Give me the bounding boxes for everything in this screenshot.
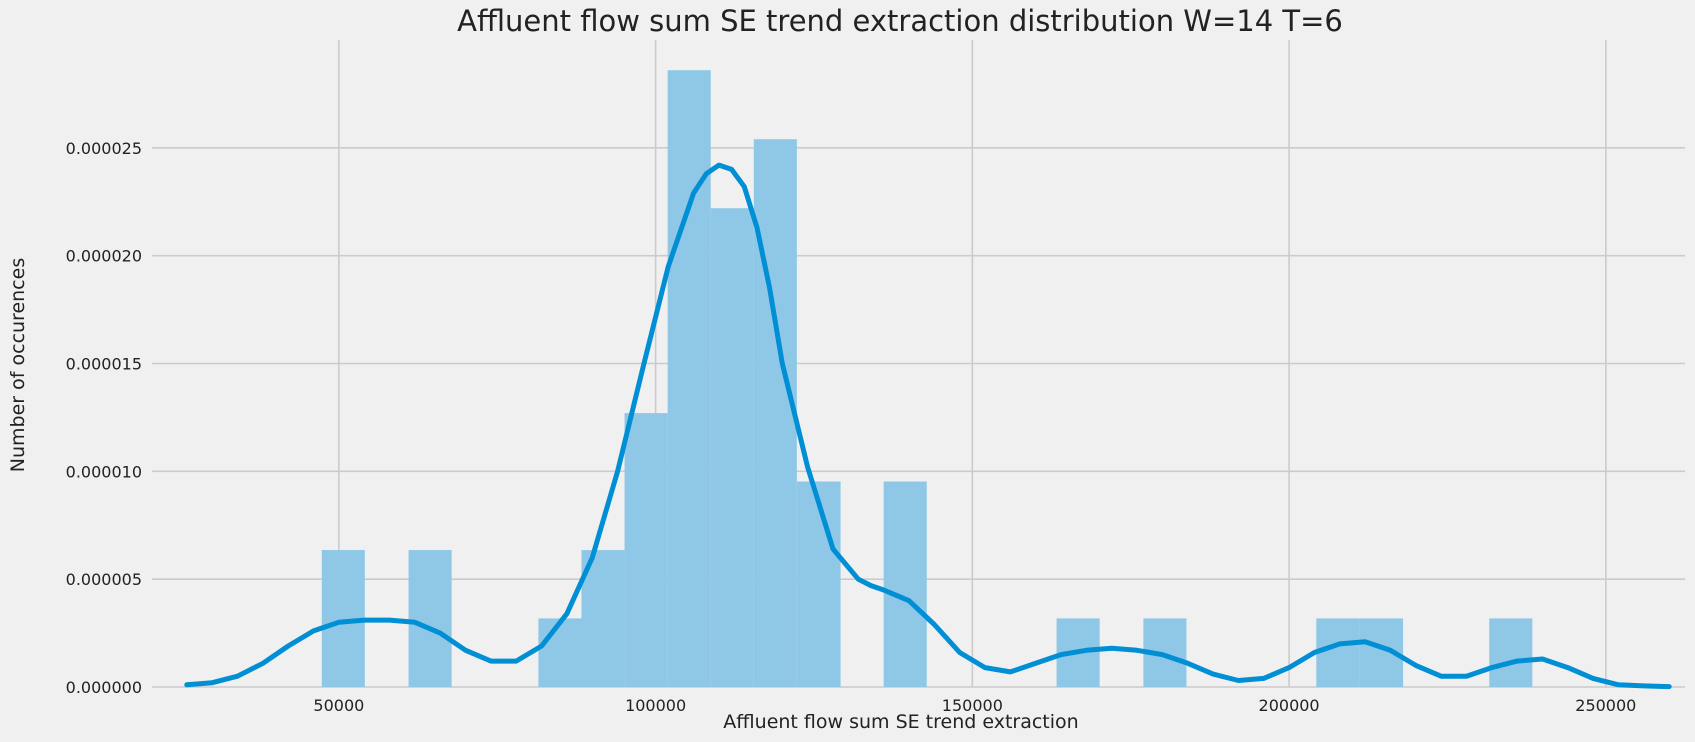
y-axis-label: Number of occurences — [7, 258, 29, 472]
chart-title: Affluent flow sum SE trend extraction di… — [457, 4, 1343, 38]
y-tick-label: 0.000015 — [66, 355, 142, 374]
histogram-bar — [624, 413, 668, 687]
x-tick-label: 50000 — [313, 696, 364, 715]
histogram-bar — [667, 70, 711, 687]
y-tick-label: 0.000005 — [66, 570, 142, 589]
x-axis-label: Affluent flow sum SE trend extraction — [723, 711, 1078, 733]
histogram-bar — [883, 481, 927, 687]
histogram-bar — [796, 481, 841, 687]
x-axis-ticks: 50000 100000 150000 200000 250000 — [313, 696, 1636, 715]
histogram-bar — [753, 139, 797, 687]
x-tick-label: 200000 — [1259, 696, 1320, 715]
y-tick-label: 0.000020 — [66, 247, 142, 266]
y-tick-label: 0.000025 — [66, 139, 142, 158]
histogram-bar — [538, 618, 582, 687]
y-axis-ticks: 0.000000 0.000005 0.000010 0.000015 0.000020… — [66, 139, 142, 697]
histogram-bar — [1489, 618, 1533, 687]
histogram-bars — [321, 70, 1533, 687]
x-tick-label: 100000 — [625, 696, 686, 715]
histogram-bar — [408, 550, 452, 687]
x-tick-label: 250000 — [1575, 696, 1636, 715]
histogram-bar — [710, 208, 754, 687]
kde-curve — [184, 162, 1672, 690]
y-tick-label: 0.000010 — [66, 462, 142, 481]
histogram-bar — [581, 550, 625, 687]
x-tick-label: 150000 — [942, 696, 1003, 715]
y-tick-label: 0.000000 — [66, 678, 142, 697]
histogram-bar — [1316, 618, 1360, 687]
